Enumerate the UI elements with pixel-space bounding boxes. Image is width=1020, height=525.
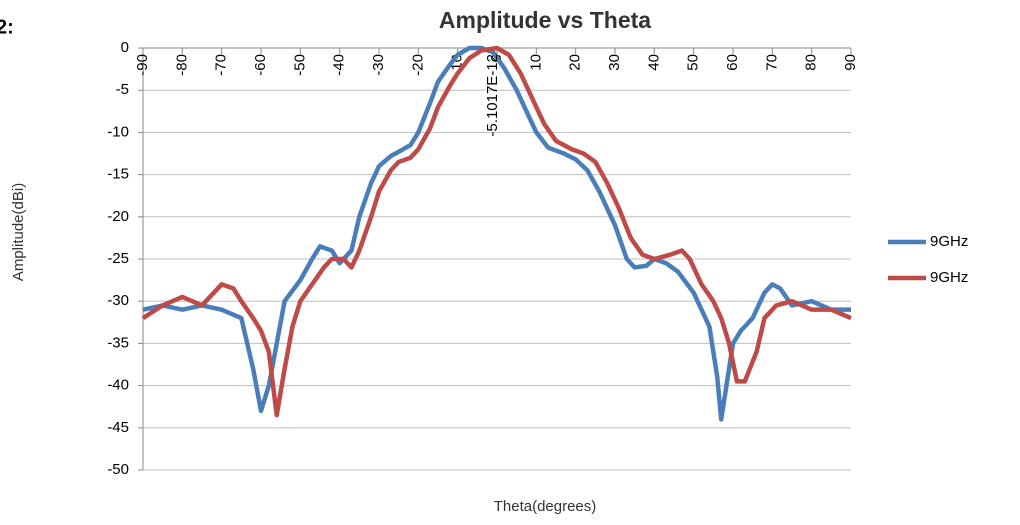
y-tick-label: -45 — [107, 419, 129, 436]
x-tick-label: -30 — [370, 54, 387, 76]
y-tick-label: -30 — [107, 292, 129, 309]
x-tick-label: 90 — [842, 54, 859, 71]
annotation: -5.1017E-12 — [484, 54, 501, 137]
y-tick-label: -50 — [107, 461, 129, 478]
x-tick-label: -40 — [331, 54, 348, 76]
x-tick-label: -80 — [173, 54, 190, 76]
series-line — [141, 45, 852, 418]
chart-title: Amplitude vs Theta — [439, 7, 651, 33]
y-tick-label: -10 — [107, 123, 129, 140]
y-tick-label: -35 — [107, 334, 129, 351]
series-line — [142, 45, 851, 422]
x-tick-label: -20 — [409, 54, 426, 76]
legend-label: 9GHz — [930, 233, 968, 250]
page-label: 2: — [0, 16, 14, 38]
y-tick-label: -40 — [107, 377, 129, 394]
x-tick-label: -50 — [291, 54, 308, 76]
y-tick-label: -5 — [116, 81, 129, 98]
x-tick-label: 50 — [685, 54, 702, 71]
x-tick-label: 20 — [567, 54, 584, 71]
y-axis-label: Amplitude(dBi) — [10, 183, 27, 281]
x-tick-label: 40 — [645, 54, 662, 71]
x-tick-label: -70 — [213, 54, 230, 76]
y-tick-label: -25 — [107, 250, 129, 267]
x-tick-label: 80 — [803, 54, 820, 71]
y-tick-label: -20 — [107, 208, 129, 225]
y-tick-label: 0 — [121, 39, 129, 56]
y-tick-label: -15 — [107, 166, 129, 183]
x-tick-label: 10 — [527, 54, 544, 71]
x-tick-label: 30 — [606, 54, 623, 71]
x-tick-label: -90 — [134, 54, 151, 76]
x-tick-label: 60 — [724, 54, 741, 71]
x-tick-label: -60 — [252, 54, 269, 76]
x-tick-label: 70 — [763, 54, 780, 71]
legend-label: 9GHz — [930, 269, 968, 286]
x-axis-label: Theta(degrees) — [494, 498, 597, 515]
